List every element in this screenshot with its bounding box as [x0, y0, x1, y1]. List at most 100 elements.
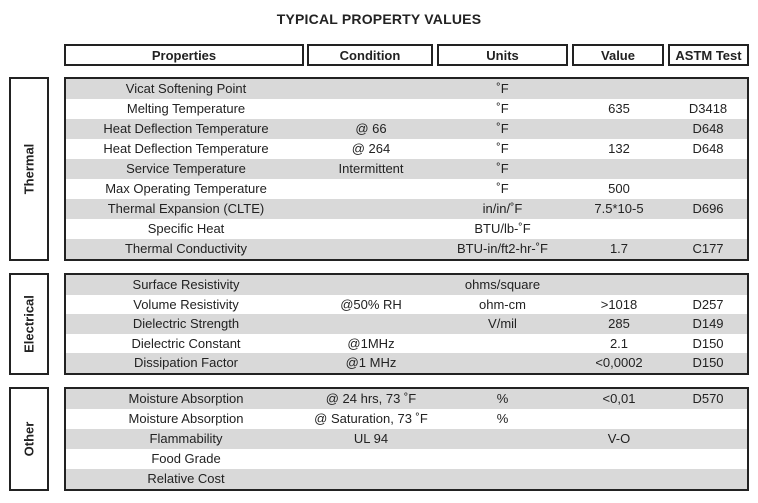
value-cell: <0,01: [602, 391, 636, 406]
property-cell: Service Temperature: [126, 161, 246, 176]
value-cell: 1.7: [609, 241, 629, 256]
condition-cell: UL 94: [353, 431, 389, 446]
astm-cell: D696: [692, 201, 724, 216]
table-row: Flammability UL 94 V-O: [66, 429, 747, 449]
condition-cell: Intermittent: [338, 161, 404, 176]
table-row: Surface Resistivity ohms/square: [66, 275, 747, 295]
astm-cell: [669, 469, 747, 489]
units-cell: ˚F: [496, 101, 509, 116]
units-cell: [436, 429, 569, 449]
value-cell: [569, 275, 669, 295]
condition-cell: [306, 469, 436, 489]
value-cell: [569, 469, 669, 489]
value-cell: [569, 159, 669, 179]
condition-cell: [306, 449, 436, 469]
page-title: TYPICAL PROPERTY VALUES: [276, 11, 482, 27]
table-row: Melting Temperature ˚F 635 D3418: [66, 99, 747, 119]
units-cell: ˚F: [496, 121, 509, 136]
value-cell: 285: [608, 316, 630, 332]
property-cell: Melting Temperature: [126, 101, 246, 116]
header-value: Value: [572, 44, 664, 66]
condition-cell: @1 MHz: [345, 355, 397, 371]
property-cell: Food Grade: [151, 451, 221, 466]
table-row: Moisture Absorption @ 24 hrs, 73 ˚F% <0,01…: [66, 389, 747, 409]
units-cell: ohms/square: [464, 277, 541, 292]
property-cell: Moisture Absorption: [128, 391, 244, 406]
condition-cell: @ 66: [355, 121, 387, 136]
units-cell: ˚F: [496, 181, 509, 196]
table-row: Volume Resistivity @50% RH ohm-cm >1018 D257: [66, 295, 747, 315]
table-row: Thermal Conductivity BTU-in/ft2-hr-˚F 1.7 C…: [66, 239, 747, 259]
property-cell: Dielectric Constant: [131, 335, 241, 351]
section-label-other: Other: [9, 387, 49, 491]
table-row: Thermal Expansion (CLTE) in/in/˚F 7.5*10-5…: [66, 199, 747, 219]
astm-cell: D3418: [688, 101, 728, 116]
section-label-thermal: Thermal: [9, 77, 49, 261]
property-cell: Relative Cost: [147, 471, 225, 486]
condition-cell: @ 24 hrs, 73 ˚F: [325, 391, 417, 406]
astm-cell: [669, 219, 747, 239]
property-cell: Specific Heat: [147, 221, 225, 236]
property-cell: Thermal Expansion (CLTE): [107, 201, 265, 216]
section-table-other: Moisture Absorption @ 24 hrs, 73 ˚F% <0,01…: [64, 387, 749, 491]
property-cell: Vicat Softening Point: [125, 81, 247, 96]
astm-cell: D150: [692, 335, 724, 351]
units-cell: [436, 449, 569, 469]
section-table-electrical: Surface Resistivity ohms/square Volume Res…: [64, 273, 749, 375]
value-cell: [569, 219, 669, 239]
section-label-text: Other: [21, 421, 37, 457]
property-cell: Moisture Absorption: [128, 411, 244, 426]
condition-cell: [306, 179, 436, 199]
table-row: Specific Heat BTU/lb-˚F: [66, 219, 747, 239]
section-label-text: Electrical: [21, 295, 37, 353]
condition-cell: [306, 239, 436, 259]
value-cell: 500: [608, 181, 630, 196]
units-cell: [436, 353, 569, 373]
property-cell: Heat Deflection Temperature: [103, 121, 269, 136]
astm-cell: [669, 449, 747, 469]
section-label-electrical: Electrical: [9, 273, 49, 375]
astm-cell: D257: [692, 296, 724, 312]
units-cell: [436, 469, 569, 489]
value-cell: [569, 449, 669, 469]
property-cell: Dissipation Factor: [133, 355, 239, 371]
table-row: Service Temperature Intermittent ˚F: [66, 159, 747, 179]
property-cell: Heat Deflection Temperature: [103, 141, 269, 156]
condition-cell: @ Saturation, 73 ˚F: [314, 411, 428, 426]
units-cell: ohm-cm: [479, 296, 526, 312]
units-cell: ˚F: [496, 161, 509, 176]
table-row: Dielectric Strength V/mil 285 D149: [66, 314, 747, 334]
header-properties: Properties: [64, 44, 304, 66]
units-cell: in/in/˚F: [482, 201, 523, 216]
units-cell: %: [496, 411, 509, 426]
units-cell: ˚F: [496, 81, 509, 96]
condition-cell: [306, 79, 436, 99]
condition-cell: [306, 219, 436, 239]
condition-cell: @1MHz: [347, 335, 395, 351]
condition-cell: [306, 199, 436, 219]
astm-cell: D648: [692, 141, 724, 156]
astm-cell: D149: [692, 316, 724, 332]
table-row: Relative Cost: [66, 469, 747, 489]
astm-cell: [669, 429, 747, 449]
table-row: Food Grade: [66, 449, 747, 469]
property-cell: Thermal Conductivity: [124, 241, 248, 256]
section-table-thermal: Vicat Softening Point ˚F Melting Temperatu…: [64, 77, 749, 261]
table-row: Vicat Softening Point ˚F: [66, 79, 747, 99]
table-row: Heat Deflection Temperature @ 66 ˚F D648: [66, 119, 747, 139]
condition-cell: @ 264: [351, 141, 391, 156]
units-cell: BTU/lb-˚F: [474, 221, 531, 236]
condition-cell: [306, 314, 436, 334]
units-cell: [436, 334, 569, 354]
property-cell: Dielectric Strength: [132, 316, 240, 332]
value-cell: V-O: [607, 431, 631, 446]
astm-cell: [669, 275, 747, 295]
header-units: Units: [437, 44, 568, 66]
value-cell: 2.1: [609, 335, 629, 351]
units-cell: %: [496, 391, 509, 406]
value-cell: 635: [608, 101, 630, 116]
property-cell: Max Operating Temperature: [105, 181, 267, 196]
header-condition: Condition: [307, 44, 433, 66]
table-row: Max Operating Temperature ˚F 500: [66, 179, 747, 199]
value-cell: 132: [608, 141, 630, 156]
